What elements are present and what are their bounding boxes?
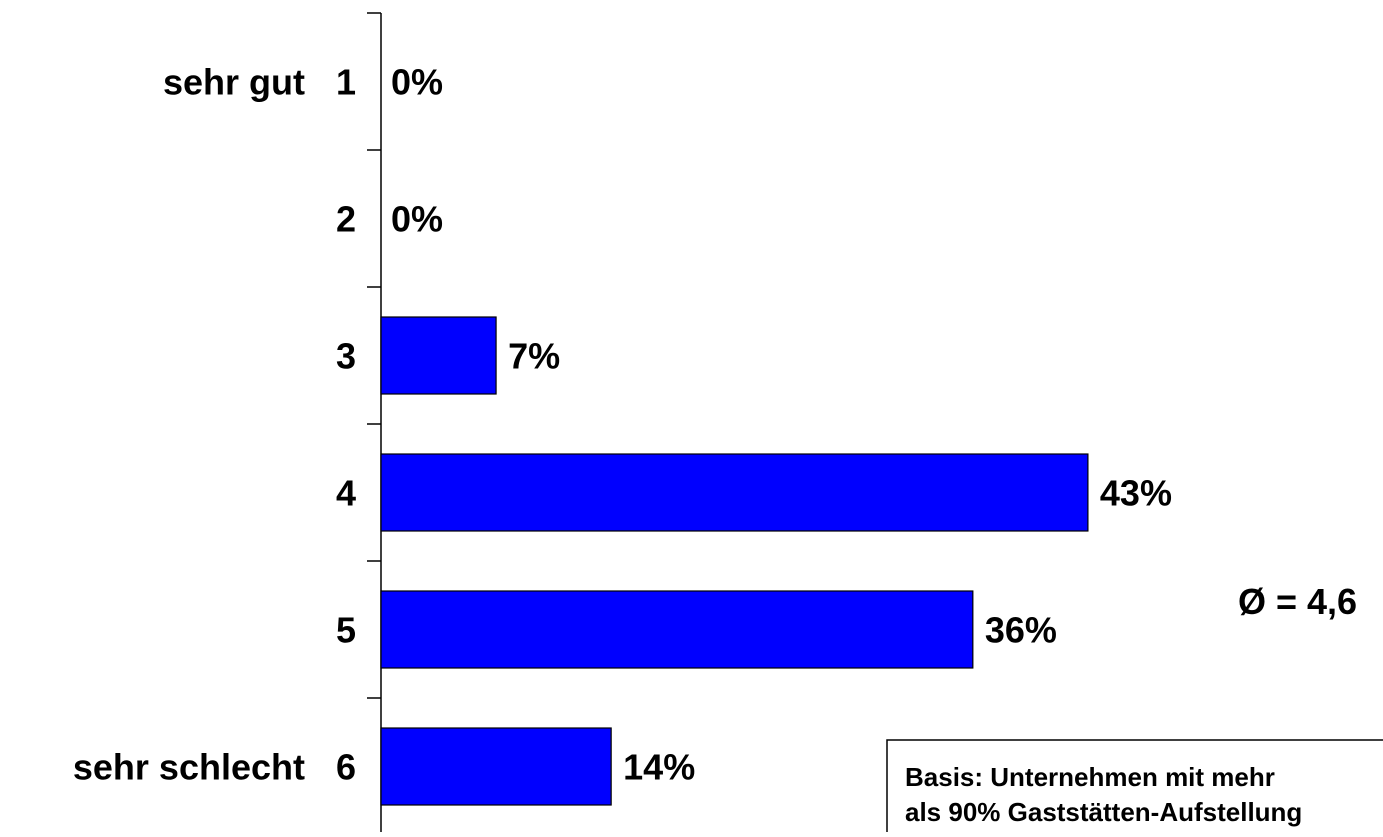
category-description-6: sehr schlecht [73,747,305,788]
basis-note-box [886,739,1383,837]
value-label-2: 0% [391,199,443,240]
category-label-1: 1 [336,62,356,103]
bars-layer [380,316,1089,806]
labels-layer: 0% 1 sehr gut 0% 2 7% 3 43% 4 36% 5 14% 6 sehr schlec… [73,62,1172,788]
axis-layer [367,12,382,837]
value-label-4: 43% [1100,473,1172,514]
category-label-6: 6 [336,747,356,788]
value-label-6: 14% [623,747,695,788]
value-label-3: 7% [508,336,560,377]
basis-note-line2: als 90% Gaststätten-Aufstellung [905,797,1302,827]
category-label-5: 5 [336,610,356,651]
basis-note-line1: Basis: Unternehmen mit mehr [905,762,1275,792]
bar-5 [380,590,974,669]
bar-3 [380,316,497,395]
bar-6 [380,727,612,806]
category-label-4: 4 [336,473,356,514]
basis-note: Basis: Unternehmen mit mehr als 90% Gast… [886,739,1383,837]
category-description-1: sehr gut [163,62,305,103]
category-label-3: 3 [336,336,356,377]
category-label-2: 2 [336,199,356,240]
value-label-5: 36% [985,610,1057,651]
mean-annotation: Ø = 4,6 [1238,581,1357,622]
bar-4 [380,453,1089,532]
value-label-1: 0% [391,62,443,103]
